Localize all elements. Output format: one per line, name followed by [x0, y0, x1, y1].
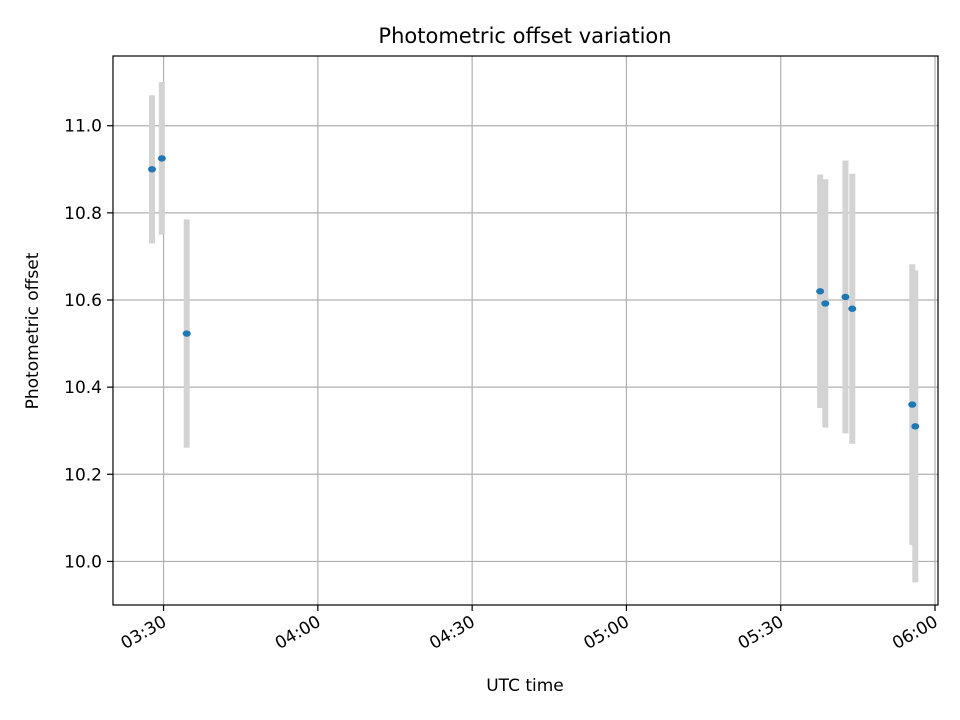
y-tick-label: 10.2 — [64, 465, 102, 485]
data-point — [908, 401, 917, 408]
data-point — [821, 300, 830, 307]
y-tick-label: 10.4 — [64, 378, 102, 398]
y-tick-label: 11.0 — [64, 117, 102, 137]
data-point — [841, 293, 850, 301]
data-point — [148, 166, 156, 173]
data-point — [157, 155, 166, 162]
grid-lines — [113, 56, 938, 605]
chart-title: Photometric offset variation — [378, 24, 671, 48]
y-axis-label: Photometric offset — [23, 252, 43, 409]
data-point — [182, 330, 191, 337]
x-axis-label: UTC time — [486, 676, 564, 696]
data-points — [148, 155, 920, 430]
y-tick-label: 10.6 — [64, 291, 102, 311]
data-point — [816, 288, 825, 295]
data-point — [848, 305, 857, 312]
plot-area-frame — [112, 55, 939, 606]
y-tick-label: 10.0 — [64, 552, 102, 572]
data-point — [911, 423, 920, 430]
y-axis-ticks: 10.0 10.2 10.4 10.6 10.8 11.0 — [64, 117, 113, 572]
y-tick-label: 10.8 — [64, 204, 102, 224]
